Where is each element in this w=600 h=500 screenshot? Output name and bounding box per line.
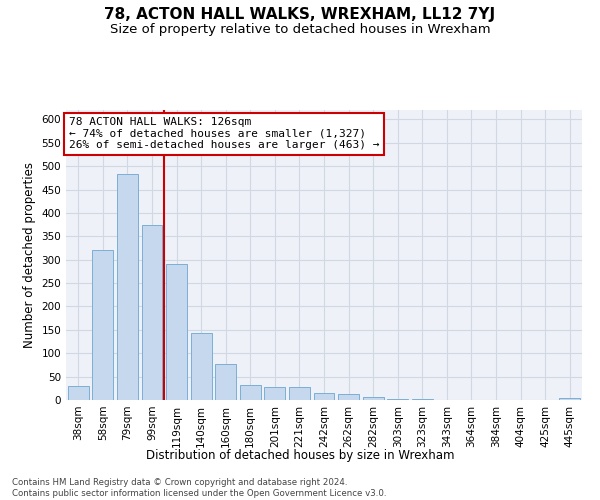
Bar (142, 224, 163, 400)
Bar (338, 394, 359, 400)
Bar (387, 398, 408, 400)
Text: Distribution of detached houses by size in Wrexham: Distribution of detached houses by size … (146, 448, 454, 462)
Text: 78 ACTON HALL WALKS: 126sqm
← 74% of detached houses are smaller (1,327)
26% of : 78 ACTON HALL WALKS: 126sqm ← 74% of det… (68, 117, 379, 150)
Bar (362, 397, 383, 400)
Bar (412, 399, 433, 400)
Text: 78, ACTON HALL WALKS, WREXHAM, LL12 7YJ: 78, ACTON HALL WALKS, WREXHAM, LL12 7YJ (104, 8, 496, 22)
Bar (215, 364, 236, 400)
Text: Size of property relative to detached houses in Wrexham: Size of property relative to detached ho… (110, 22, 490, 36)
Y-axis label: Number of detached properties: Number of detached properties (23, 162, 36, 348)
Bar (559, 398, 580, 400)
Bar (166, 264, 187, 400)
Bar (289, 388, 310, 400)
Bar (240, 384, 261, 400)
Bar (191, 333, 212, 400)
Bar (117, 174, 138, 400)
Bar (265, 387, 286, 400)
Bar (314, 394, 334, 400)
Bar (68, 386, 89, 400)
Bar (92, 250, 113, 400)
Text: Contains HM Land Registry data © Crown copyright and database right 2024.
Contai: Contains HM Land Registry data © Crown c… (12, 478, 386, 498)
